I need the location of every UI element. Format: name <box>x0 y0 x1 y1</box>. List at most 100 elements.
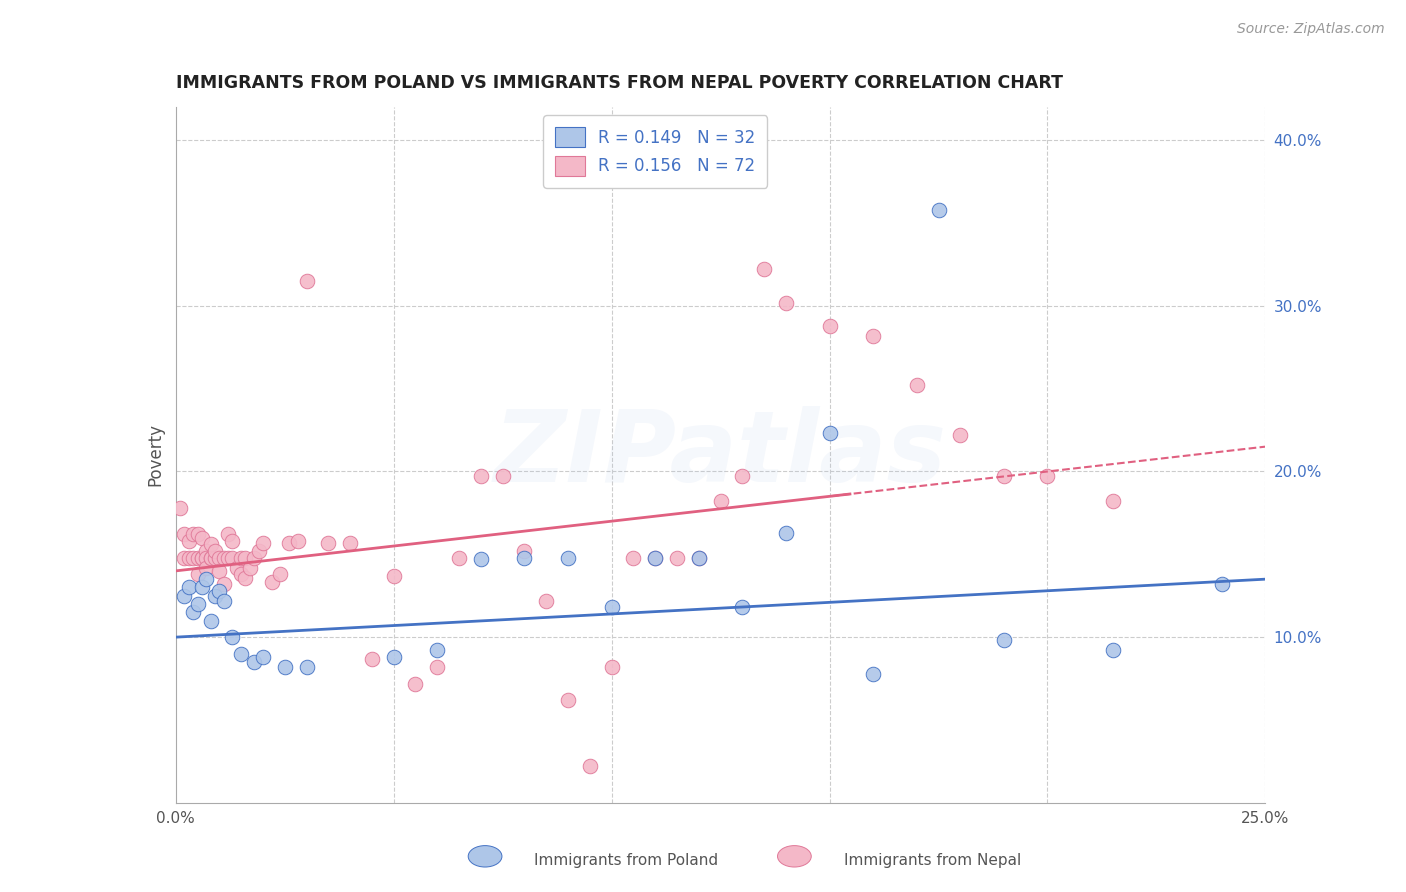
Point <box>862 666 884 681</box>
Text: IMMIGRANTS FROM POLAND VS IMMIGRANTS FROM NEPAL POVERTY CORRELATION CHART: IMMIGRANTS FROM POLAND VS IMMIGRANTS FRO… <box>176 74 1063 92</box>
Point <box>177 534 200 549</box>
Text: ZIPatlas: ZIPatlas <box>494 407 948 503</box>
Point <box>200 537 222 551</box>
Point <box>231 647 253 661</box>
Point <box>557 550 579 565</box>
Point <box>470 469 492 483</box>
Point <box>382 650 405 665</box>
Point <box>173 550 195 565</box>
Point <box>1211 577 1233 591</box>
Point <box>221 534 243 549</box>
Point <box>731 469 754 483</box>
Point <box>405 676 427 690</box>
Point <box>204 544 226 558</box>
Point <box>195 572 218 586</box>
Point <box>212 550 235 565</box>
Point <box>186 527 209 541</box>
Point <box>993 469 1015 483</box>
Point <box>621 550 644 565</box>
Point <box>688 550 710 565</box>
Point <box>235 570 257 584</box>
Point <box>775 295 797 310</box>
Point <box>295 660 318 674</box>
Point <box>426 643 449 657</box>
Point <box>186 597 209 611</box>
Point <box>225 560 247 574</box>
Point <box>181 605 204 619</box>
Point <box>688 550 710 565</box>
Point <box>426 660 449 674</box>
Point <box>186 567 209 582</box>
Point <box>208 550 231 565</box>
Point <box>731 600 754 615</box>
Point <box>1036 469 1059 483</box>
Point <box>1102 643 1125 657</box>
Point <box>557 693 579 707</box>
Point <box>339 535 361 549</box>
Point <box>243 550 266 565</box>
Point <box>644 550 666 565</box>
Point <box>287 534 309 549</box>
Point <box>949 428 972 442</box>
Point <box>195 560 218 574</box>
Point <box>195 550 218 565</box>
Point <box>534 593 557 607</box>
Point <box>447 550 470 565</box>
Y-axis label: Poverty: Poverty <box>146 424 165 486</box>
Point <box>862 328 884 343</box>
Point <box>382 569 405 583</box>
Text: Source: ZipAtlas.com: Source: ZipAtlas.com <box>1237 22 1385 37</box>
Point <box>191 550 214 565</box>
Point <box>200 614 222 628</box>
Point <box>208 583 231 598</box>
Point <box>1102 494 1125 508</box>
Point <box>181 527 204 541</box>
Point <box>252 535 274 549</box>
Point <box>235 550 257 565</box>
Point <box>181 550 204 565</box>
Point <box>204 550 226 565</box>
Point <box>200 550 222 565</box>
Point <box>470 552 492 566</box>
Point <box>513 544 536 558</box>
Point <box>492 469 515 483</box>
Point <box>274 660 297 674</box>
Point <box>239 560 262 574</box>
Point <box>775 525 797 540</box>
Point <box>247 544 270 558</box>
Point <box>993 633 1015 648</box>
Point <box>928 202 950 217</box>
Point <box>221 630 243 644</box>
Point <box>710 494 733 508</box>
Point <box>295 274 318 288</box>
Point <box>221 550 243 565</box>
Point <box>208 564 231 578</box>
Point <box>177 550 200 565</box>
Point <box>169 500 191 515</box>
Point <box>191 531 214 545</box>
Point <box>818 318 841 333</box>
Point <box>212 593 235 607</box>
Point <box>195 544 218 558</box>
Point <box>204 589 226 603</box>
Text: Immigrants from Nepal: Immigrants from Nepal <box>844 854 1021 868</box>
Point <box>644 550 666 565</box>
Point <box>191 581 214 595</box>
Legend: R = 0.149   N = 32, R = 0.156   N = 72: R = 0.149 N = 32, R = 0.156 N = 72 <box>543 115 768 187</box>
Point <box>818 426 841 441</box>
Point <box>905 378 928 392</box>
Point <box>173 527 195 541</box>
Point <box>217 550 239 565</box>
Point <box>231 567 253 582</box>
Point <box>666 550 689 565</box>
Point <box>173 589 195 603</box>
Point <box>600 600 623 615</box>
Point <box>278 535 301 549</box>
Point <box>200 550 222 565</box>
Point <box>260 575 283 590</box>
Point <box>252 650 274 665</box>
Point <box>360 651 382 665</box>
Point <box>243 655 266 669</box>
Point <box>186 550 209 565</box>
Point <box>600 660 623 674</box>
